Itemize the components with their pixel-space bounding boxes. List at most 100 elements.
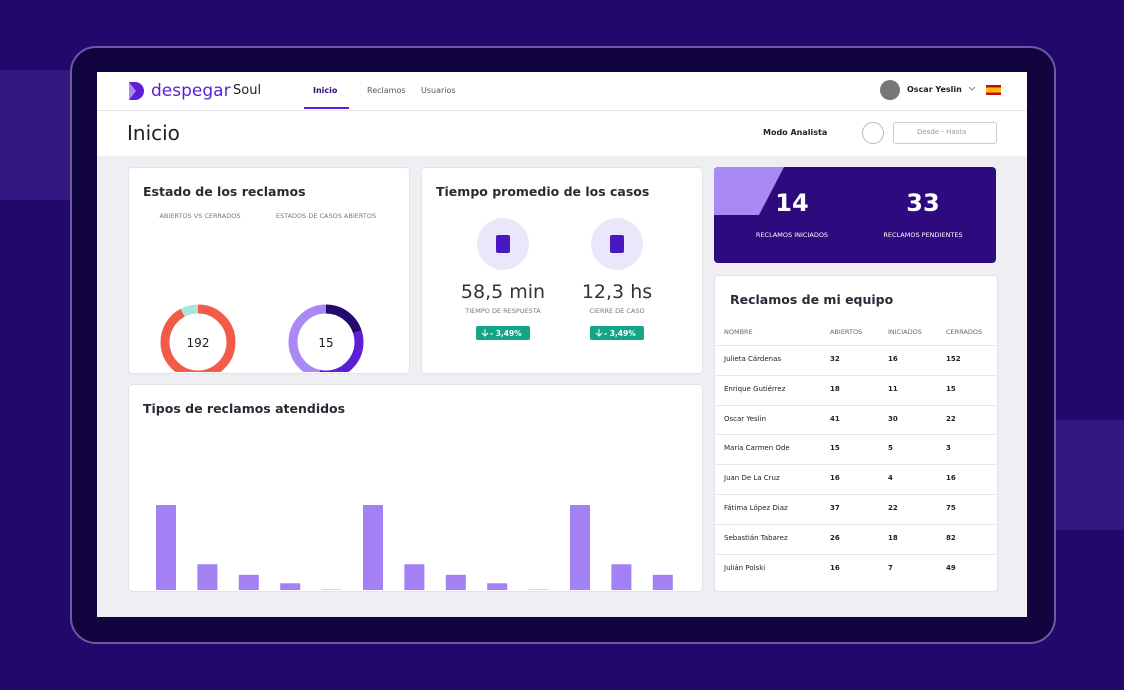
bar	[404, 564, 425, 590]
cell-name: Sebastián Tabarez	[724, 533, 788, 542]
nav-underline	[304, 107, 349, 109]
cell-name: Fátima López Diaz	[724, 504, 788, 512]
cell-number: 4	[888, 474, 893, 483]
card-title: Estado de los reclamos	[143, 184, 306, 199]
donut-area: ABIERTOS VS CERRADOSCerrados176Activos15…	[160, 212, 376, 372]
cell-number: 32	[830, 355, 840, 363]
change-badge	[476, 326, 530, 340]
stats-card	[714, 167, 996, 263]
chart-title: Tipos de reclamos atendidos	[143, 401, 346, 416]
row-divider	[714, 345, 996, 346]
cell-number: 15	[830, 444, 840, 453]
cell-number: 18	[830, 384, 840, 393]
row-divider	[714, 434, 996, 436]
cell-number: 16	[946, 474, 956, 483]
cell-number: 37	[830, 504, 840, 512]
nav-item[interactable]: Usuarios	[421, 86, 456, 95]
stats-decor	[714, 167, 784, 215]
row-divider	[714, 523, 996, 525]
brand-logo	[129, 82, 144, 100]
cell-number: 5	[888, 444, 893, 453]
stat-value: 33	[906, 189, 940, 217]
bar-chart: 52A124B219A415B112B352A524C119C215A312B7…	[156, 505, 673, 590]
bar	[652, 574, 673, 590]
metric-label: TIEMPO DE RESPUESTA	[465, 307, 541, 315]
metric-value: 58,5 min	[460, 281, 546, 303]
donut-segment	[160, 304, 236, 372]
flag[interactable]	[986, 85, 1001, 95]
donut-segment	[288, 304, 364, 372]
cell-number: 7	[888, 563, 893, 572]
cell-number: 22	[946, 414, 956, 423]
cell-number: 16	[888, 355, 898, 363]
column-header: INICIADOS	[888, 328, 922, 336]
donut-title: ESTADOS DE CASOS ABIERTOS	[276, 212, 376, 220]
avatar	[880, 80, 900, 100]
cell-name: Julián Polski	[724, 563, 766, 572]
row-divider	[714, 494, 996, 495]
chart-card	[128, 384, 703, 592]
cell-number: 16	[830, 563, 840, 572]
bar	[445, 574, 466, 590]
row-divider	[714, 374, 996, 376]
cell-name: Juan De La Cruz	[724, 474, 780, 483]
nav-item[interactable]: Inicio	[313, 86, 338, 95]
cell-number: 152	[946, 355, 961, 363]
row-divider	[714, 404, 996, 406]
toolbar	[97, 111, 1027, 156]
change-badge	[590, 326, 644, 340]
cell-number: 18	[888, 533, 898, 542]
time-card	[421, 167, 703, 374]
stat-value: 14	[775, 189, 809, 217]
bar	[363, 505, 383, 590]
cell-number: 30	[888, 414, 898, 423]
screen: despegar Soul Oscar Yeslin Inicio Modo A…	[97, 72, 1027, 617]
bar	[611, 564, 632, 590]
donut-total: 192	[187, 336, 210, 350]
brand: despegar	[151, 81, 231, 101]
page-title: Inicio	[127, 121, 180, 145]
bar	[156, 505, 176, 590]
bar	[487, 583, 508, 590]
user-name[interactable]: Oscar Yeslin	[907, 85, 962, 94]
bar	[570, 505, 590, 590]
cell-number: 41	[830, 414, 840, 423]
team-card	[714, 275, 998, 592]
stat-label: RECLAMOS INICIADOS	[755, 231, 829, 239]
cell-number: 75	[946, 504, 956, 512]
row-divider	[714, 553, 996, 555]
change-value: - 3,49%	[490, 329, 522, 338]
cell-number: 82	[946, 533, 956, 542]
cell-name: Enrique Gutiérrez	[724, 384, 786, 393]
bar	[238, 574, 259, 590]
donut-title: ABIERTOS VS CERRADOS	[160, 212, 241, 220]
stat-label: RECLAMOS PENDIENTES	[883, 231, 963, 239]
nav-item[interactable]: Reclamos	[367, 86, 406, 95]
cell-name: Oscar Yeslin	[724, 414, 767, 423]
mode-toggle[interactable]: Modo Analista	[763, 128, 828, 137]
column-header: ABIERTOS	[830, 328, 863, 336]
header	[97, 72, 1027, 111]
cell-number: 49	[946, 563, 956, 572]
refresh-button[interactable]	[862, 122, 884, 144]
date-placeholder: Desde - Hasta	[917, 128, 967, 136]
cell-number: 11	[888, 384, 898, 393]
cell-number: 15	[946, 384, 956, 393]
cell-number: 16	[830, 474, 840, 483]
card-title: Tiempo promedio de los casos	[436, 184, 650, 199]
column-header: NOMBRE	[724, 328, 753, 336]
row-divider	[714, 464, 996, 466]
metric-icon	[591, 218, 643, 270]
bar	[197, 564, 218, 590]
product: Soul	[233, 83, 262, 98]
metric-label: CIERRE DE CASO	[589, 307, 645, 315]
donut-segment	[288, 304, 364, 372]
bar	[280, 583, 301, 590]
metric-value: 12,3 hs	[581, 281, 653, 303]
cell-number: 3	[946, 444, 951, 453]
dropdown-icon[interactable]	[968, 86, 976, 92]
date-input[interactable]	[893, 122, 997, 144]
donut-total: 15	[318, 336, 333, 350]
cell-name: Julieta Cárdenas	[724, 355, 782, 363]
